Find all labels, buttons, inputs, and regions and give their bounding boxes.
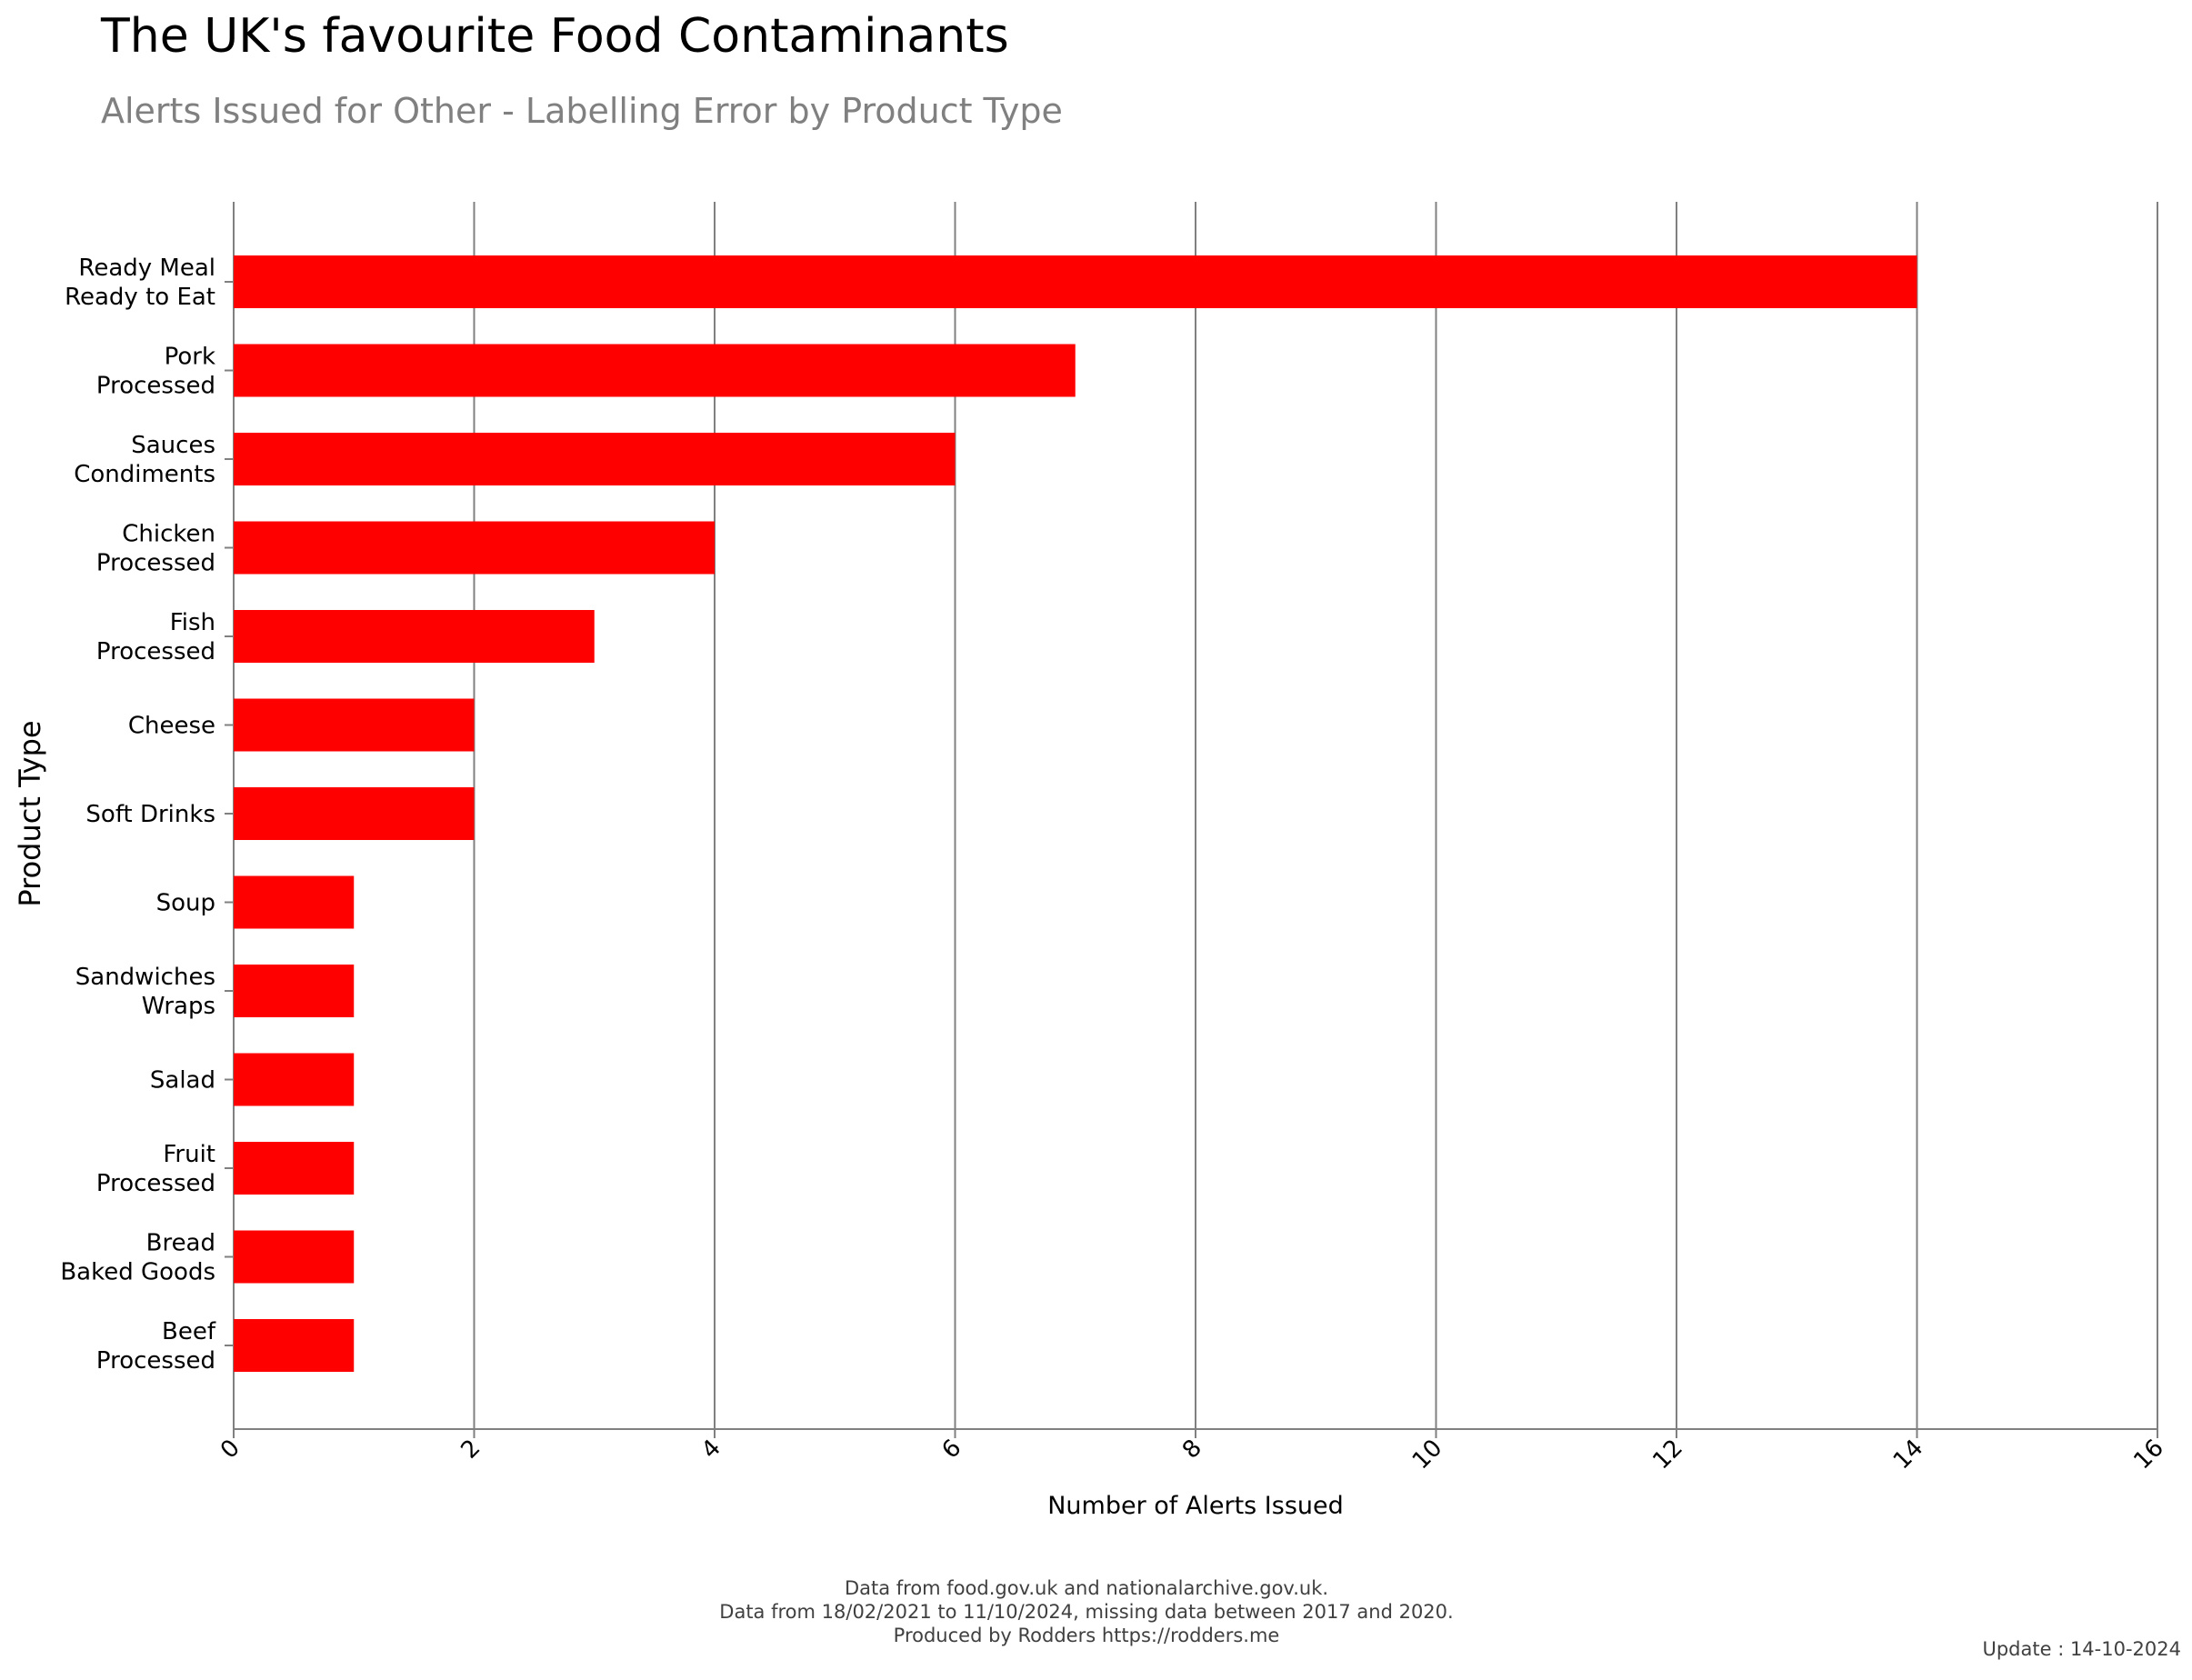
x-tick-label: 16 (2128, 1435, 2169, 1475)
footer-notes: Data from food.gov.uk and nationalarchiv… (0, 1576, 2173, 1647)
bars (234, 255, 1917, 1372)
y-tick-label: Chicken Processed (96, 521, 215, 577)
bar (234, 255, 1917, 308)
y-tick-label: Sauces Condiments (74, 432, 215, 488)
y-tick-label: Soup (156, 890, 215, 917)
bar (234, 698, 475, 752)
bar (234, 344, 1076, 397)
x-tick-label: 4 (696, 1435, 726, 1465)
axis-labels: 0 2 4 6 8 10 12 14 16 Ready Meal Ready to Eat Pork P… (60, 255, 2169, 1475)
x-axis-title: Number of Alerts Issued (1047, 1492, 1344, 1520)
bar (234, 433, 956, 485)
chart-title: The UK's favourite Food Contaminants (101, 9, 1009, 64)
x-tick-label: 0 (215, 1435, 245, 1465)
grid-lines (233, 202, 2158, 1429)
bar (234, 1142, 355, 1195)
y-tick-label: Sandwiches Wraps (75, 964, 215, 1020)
bar (234, 875, 355, 929)
x-tick-label: 2 (456, 1435, 486, 1465)
x-tick-label: 14 (1888, 1435, 1929, 1475)
bar (234, 1053, 355, 1106)
bar (234, 965, 355, 1017)
x-tick-label: 8 (1177, 1435, 1207, 1465)
y-tick-label: Soft Drinks (85, 801, 215, 828)
axes (225, 281, 2158, 1438)
bar (234, 1319, 355, 1372)
y-tick-label: Cheese (128, 713, 215, 740)
x-tick-label: 12 (1647, 1435, 1688, 1475)
footer-source: Data from food.gov.uk and nationalarchiv… (844, 1577, 1329, 1599)
bar (234, 521, 715, 575)
y-tick-label: Fruit Processed (96, 1141, 215, 1197)
y-tick-label: Fish Processed (96, 609, 215, 665)
x-tick-label: 6 (937, 1435, 967, 1465)
chart-subtitle: Alerts Issued for Other - Labelling Erro… (101, 91, 1063, 131)
bar (234, 787, 475, 840)
y-axis-title: Product Type (13, 720, 47, 906)
y-tick-label: Pork Processed (96, 344, 215, 400)
y-tick-label: Bread Baked Goods (60, 1230, 215, 1286)
footer-credit: Produced by Rodders https://rodders.me (893, 1625, 1280, 1646)
y-tick-label: Salad (150, 1067, 215, 1095)
bar (234, 610, 595, 663)
bar (234, 1230, 355, 1284)
footer-date-range: Data from 18/02/2021 to 11/10/2024, miss… (719, 1601, 1454, 1623)
update-date: Update : 14-10-2024 (1982, 1638, 2181, 1660)
bar-chart: 0 2 4 6 8 10 12 14 16 Ready Meal Ready to Eat Pork P… (13, 202, 2169, 1520)
y-tick-label: Beef Processed (96, 1318, 216, 1375)
y-tick-label: Ready Meal Ready to Eat (65, 255, 215, 311)
x-tick-label: 10 (1407, 1435, 1448, 1475)
